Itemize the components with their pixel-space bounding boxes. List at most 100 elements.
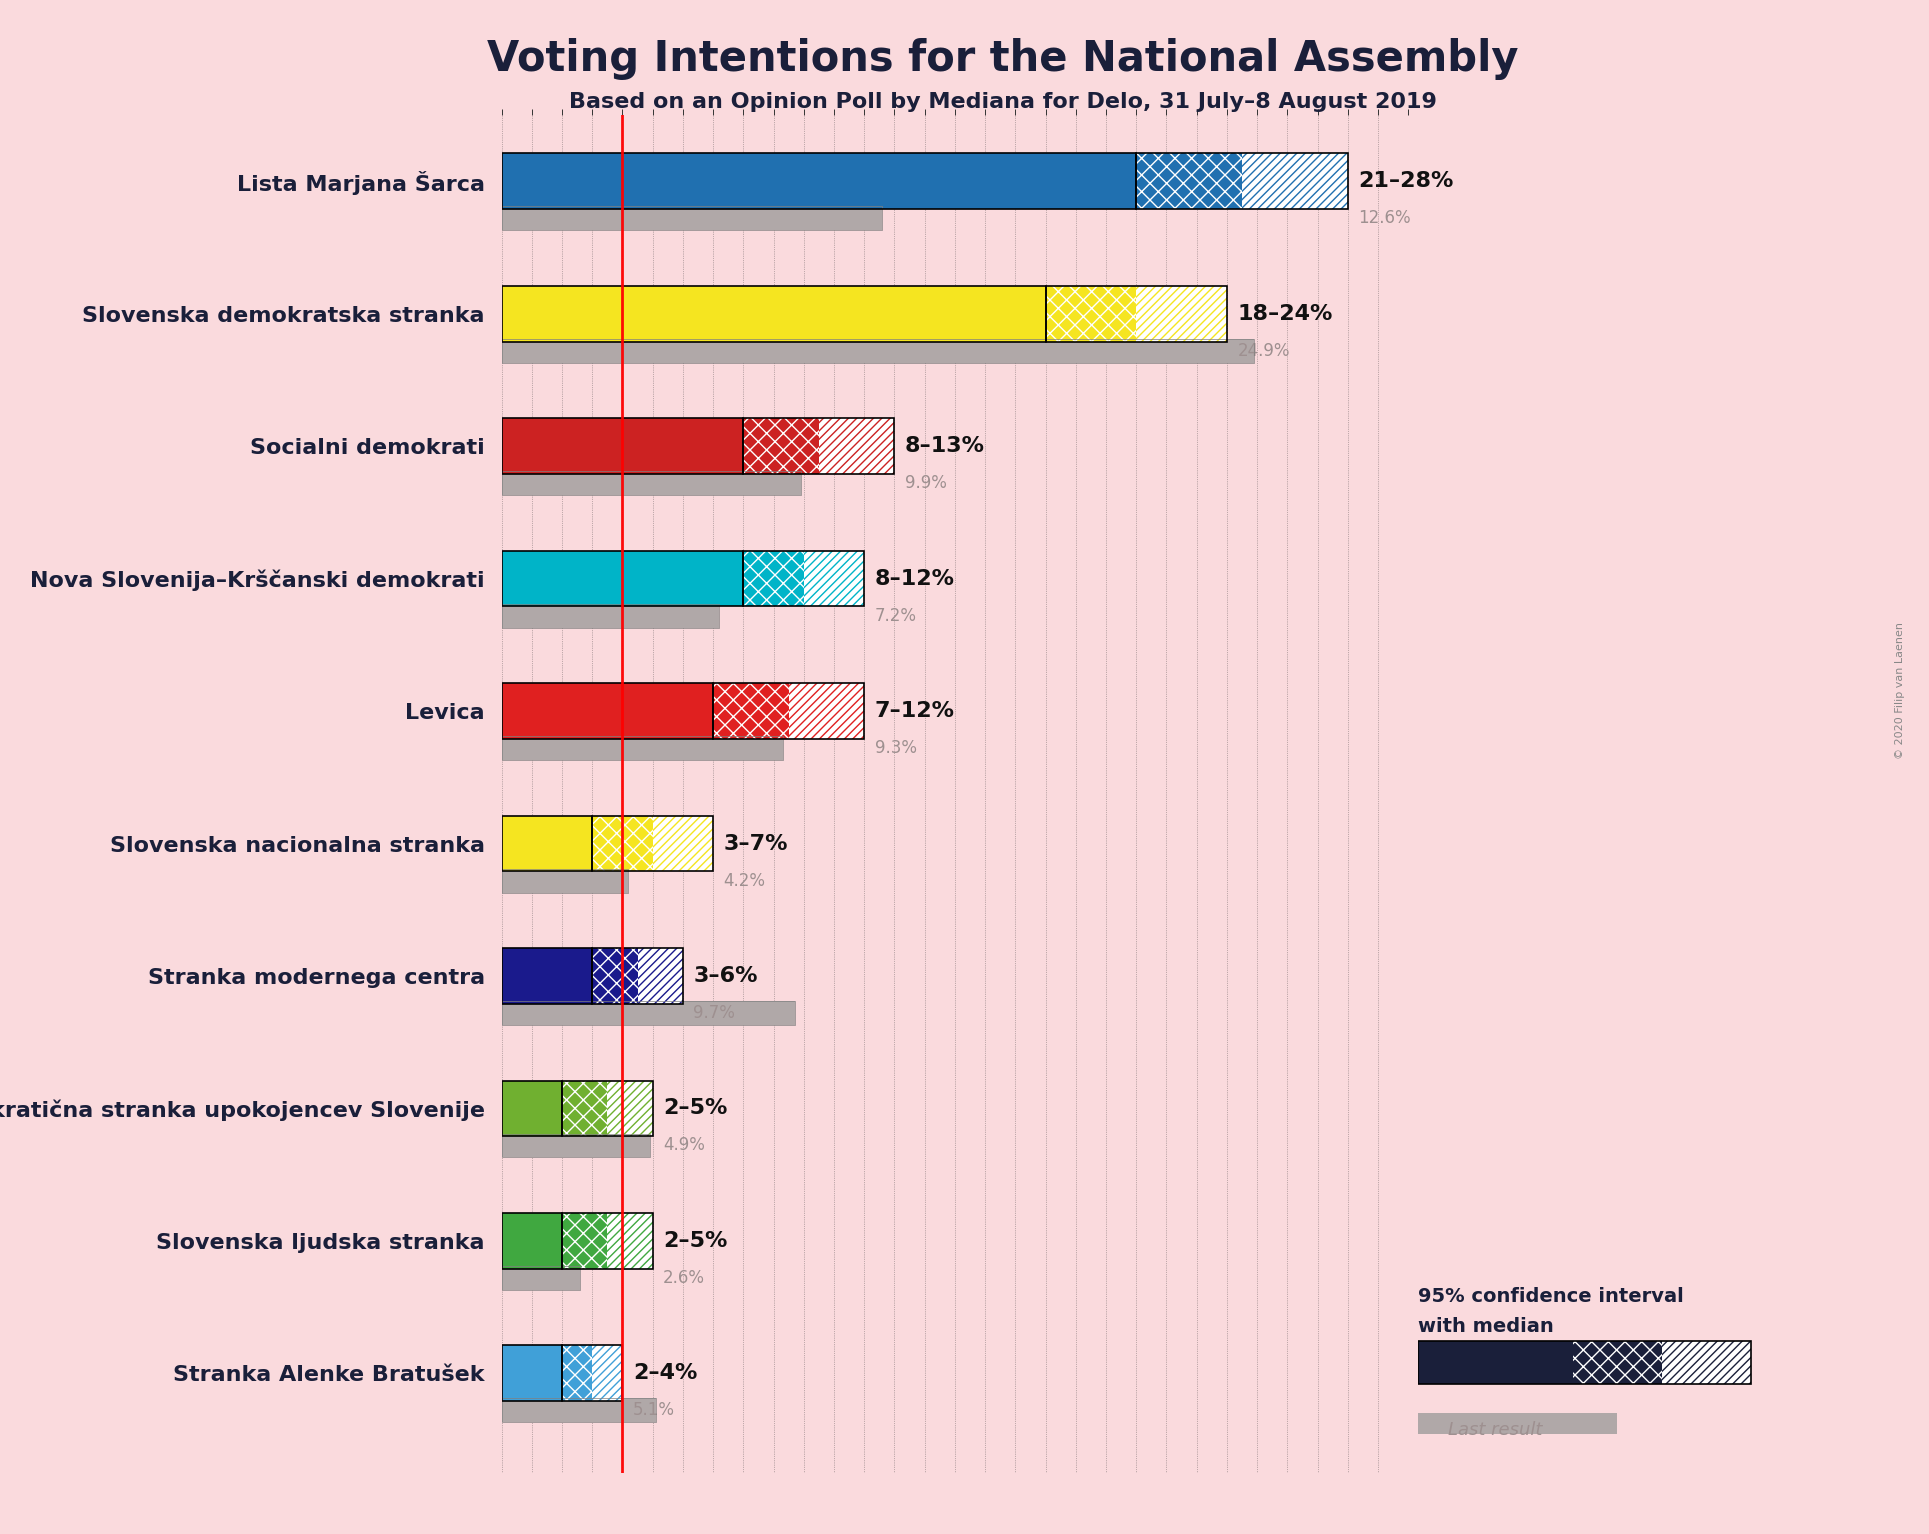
- Bar: [561, 1345, 592, 1401]
- Text: 2–5%: 2–5%: [664, 1098, 727, 1118]
- Bar: [1574, 1341, 1661, 1384]
- Bar: [1046, 285, 1227, 342]
- Text: 5.1%: 5.1%: [633, 1402, 675, 1419]
- Bar: [592, 1345, 623, 1401]
- Bar: [502, 207, 882, 230]
- Bar: [561, 1080, 608, 1137]
- Bar: [502, 207, 882, 230]
- Bar: [502, 1213, 561, 1269]
- Bar: [502, 604, 720, 627]
- Text: 18–24%: 18–24%: [1236, 304, 1333, 324]
- Bar: [502, 1399, 656, 1422]
- Bar: [502, 471, 801, 495]
- Bar: [502, 1002, 795, 1025]
- Bar: [502, 1002, 795, 1025]
- Text: 21–28%: 21–28%: [1358, 172, 1454, 192]
- Text: 4.9%: 4.9%: [664, 1137, 706, 1155]
- Bar: [804, 551, 864, 606]
- Bar: [502, 868, 629, 893]
- Bar: [502, 419, 743, 474]
- Bar: [502, 285, 1046, 342]
- Bar: [502, 285, 1046, 342]
- Text: 9.3%: 9.3%: [874, 739, 916, 758]
- Bar: [789, 683, 864, 739]
- Bar: [502, 1213, 561, 1269]
- Bar: [502, 948, 592, 1003]
- Bar: [714, 683, 864, 739]
- Bar: [502, 153, 1136, 209]
- Bar: [1136, 285, 1227, 342]
- Text: 9.9%: 9.9%: [905, 474, 947, 492]
- Bar: [502, 948, 592, 1003]
- Text: Voting Intentions for the National Assembly: Voting Intentions for the National Assem…: [488, 38, 1518, 80]
- Bar: [561, 1213, 608, 1269]
- Bar: [1661, 1341, 1752, 1384]
- Bar: [1418, 1413, 1617, 1434]
- Bar: [1418, 1341, 1574, 1384]
- Bar: [502, 1134, 650, 1158]
- Bar: [743, 551, 804, 606]
- Bar: [502, 471, 801, 495]
- Bar: [592, 948, 637, 1003]
- Bar: [1136, 153, 1348, 209]
- Text: 7.2%: 7.2%: [874, 607, 916, 624]
- Bar: [637, 948, 683, 1003]
- Bar: [561, 1080, 652, 1137]
- Bar: [502, 339, 1254, 362]
- Text: 3–6%: 3–6%: [693, 966, 758, 986]
- Text: 8–13%: 8–13%: [905, 436, 986, 456]
- Bar: [743, 551, 864, 606]
- Bar: [743, 419, 895, 474]
- Bar: [502, 736, 783, 759]
- Bar: [502, 1080, 561, 1137]
- Bar: [561, 1213, 652, 1269]
- Bar: [502, 683, 714, 739]
- Text: 7–12%: 7–12%: [874, 701, 955, 721]
- Bar: [502, 1345, 561, 1401]
- Bar: [502, 1080, 561, 1137]
- Bar: [502, 1266, 581, 1290]
- Bar: [608, 1213, 652, 1269]
- Bar: [502, 1266, 581, 1290]
- Text: Based on an Opinion Poll by Mediana for Delo, 31 July–8 August 2019: Based on an Opinion Poll by Mediana for …: [569, 92, 1437, 112]
- Text: with median: with median: [1418, 1318, 1553, 1336]
- Text: 4.2%: 4.2%: [723, 871, 766, 890]
- Text: 2–5%: 2–5%: [664, 1230, 727, 1250]
- Bar: [502, 604, 720, 627]
- Bar: [1046, 285, 1136, 342]
- Bar: [502, 816, 592, 871]
- Bar: [502, 1399, 656, 1422]
- Text: 3–7%: 3–7%: [723, 833, 789, 853]
- Bar: [502, 419, 743, 474]
- Bar: [502, 816, 592, 871]
- Text: 12.6%: 12.6%: [1358, 209, 1410, 227]
- Bar: [1136, 153, 1242, 209]
- Bar: [608, 1080, 652, 1137]
- Text: 8–12%: 8–12%: [874, 569, 955, 589]
- Bar: [592, 948, 683, 1003]
- Bar: [502, 551, 743, 606]
- Bar: [652, 816, 714, 871]
- Bar: [502, 683, 714, 739]
- Text: Last result: Last result: [1449, 1420, 1541, 1439]
- Bar: [592, 816, 714, 871]
- Text: © 2020 Filip van Laenen: © 2020 Filip van Laenen: [1894, 621, 1906, 759]
- Bar: [592, 816, 652, 871]
- Text: 9.7%: 9.7%: [693, 1005, 735, 1022]
- Bar: [714, 683, 789, 739]
- Bar: [561, 1345, 623, 1401]
- Text: 2.6%: 2.6%: [664, 1269, 706, 1287]
- Bar: [502, 1134, 650, 1158]
- Bar: [502, 736, 783, 759]
- Bar: [743, 419, 818, 474]
- Bar: [502, 153, 1136, 209]
- Bar: [502, 339, 1254, 362]
- Bar: [502, 868, 629, 893]
- Text: 24.9%: 24.9%: [1236, 342, 1291, 360]
- Text: 2–4%: 2–4%: [633, 1364, 698, 1384]
- Bar: [1242, 153, 1348, 209]
- Bar: [502, 1345, 561, 1401]
- Bar: [818, 419, 895, 474]
- Bar: [1418, 1341, 1752, 1384]
- Text: 95% confidence interval: 95% confidence interval: [1418, 1287, 1684, 1305]
